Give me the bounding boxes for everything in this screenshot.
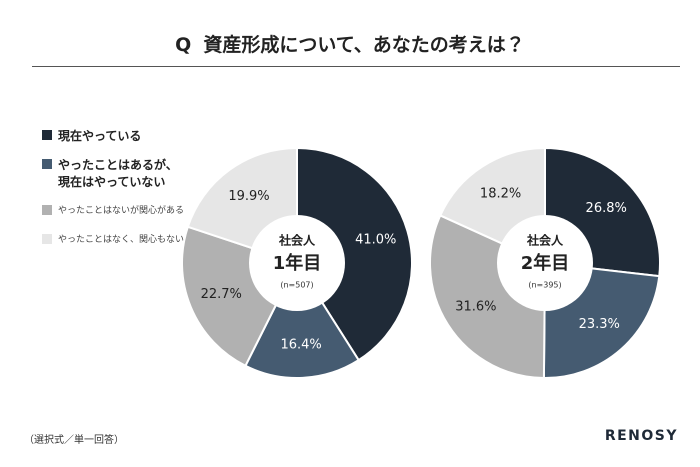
header: Q 資産形成について、あなたの考えは？ — [0, 30, 700, 57]
legend-swatch — [42, 205, 52, 215]
legend-swatch — [42, 234, 52, 244]
value-label: 41.0% — [355, 233, 396, 248]
value-label: 18.2% — [480, 187, 521, 202]
legend-label: やったことはなく、関心もない — [58, 235, 185, 245]
value-label: 19.9% — [228, 189, 269, 204]
donut-hole — [249, 215, 345, 311]
center-title: 2年目 — [521, 252, 570, 274]
legend-swatch — [42, 130, 52, 140]
legend-item: 現在やっている — [42, 128, 218, 145]
value-label: 31.6% — [455, 300, 496, 315]
legend-swatch — [42, 159, 52, 169]
legend-label: 現在やっている — [58, 129, 142, 143]
legend-item: やったことはなく、関心もない — [42, 232, 218, 249]
footnote: （選択式／単一回答） — [24, 435, 124, 446]
legend-label: やったことはあるが、現在はやっていない — [58, 158, 178, 189]
center-title: 1年目 — [273, 252, 322, 274]
brand: RENOSY — [604, 428, 678, 444]
divider — [32, 66, 680, 67]
center-subtitle: 社会人 — [278, 233, 316, 248]
value-label: 23.3% — [579, 317, 620, 332]
value-label: 16.4% — [280, 337, 321, 352]
legend-item: やったことはないが関心がある — [42, 203, 218, 220]
title-marker: Q — [175, 34, 192, 56]
donut-hole — [497, 215, 593, 311]
legend-item: やったことはあるが、現在はやっていない — [42, 157, 218, 191]
center-note: (n=507) — [280, 281, 313, 290]
legend-label: やったことはないが関心がある — [58, 206, 185, 216]
center-subtitle: 社会人 — [526, 233, 564, 248]
value-label: 26.8% — [586, 201, 627, 216]
legend: 現在やっているやったことはあるが、現在はやっていないやったことはないが関心がある… — [42, 128, 218, 261]
pie-segment: やったことはあるが、現在はやっていない — [244, 260, 361, 379]
title: 資産形成について、あなたの考えは？ — [203, 34, 525, 56]
center-note: (n=395) — [528, 281, 561, 290]
value-label: 22.7% — [201, 287, 242, 302]
